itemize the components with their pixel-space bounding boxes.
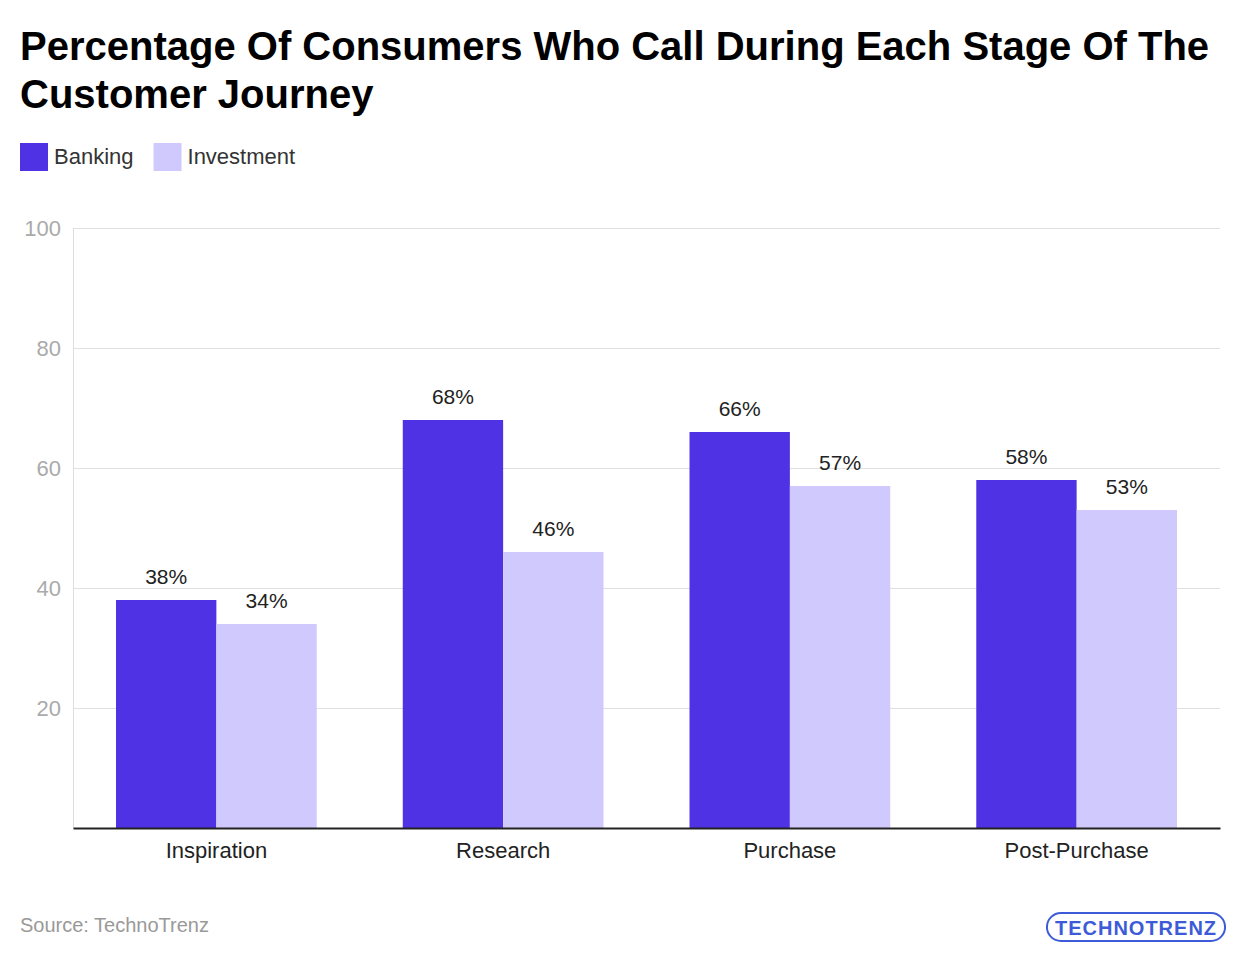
x-tick-label: Post-Purchase xyxy=(1004,838,1148,863)
title-line: Percentage Of Consumers Who Call During … xyxy=(20,24,1209,68)
x-axis-line xyxy=(74,828,1221,830)
y-tick-label: 60 xyxy=(37,456,61,481)
x-tick: Inspiration xyxy=(166,828,268,863)
data-label: 58% xyxy=(1005,445,1047,468)
y-tick-label: 20 xyxy=(37,696,61,721)
chart: Percentage Of Consumers Who Call During … xyxy=(0,0,1240,960)
x-tick: Post-Purchase xyxy=(1004,828,1148,863)
legend-label: Investment xyxy=(188,144,296,169)
data-label: 53% xyxy=(1106,475,1148,498)
bar xyxy=(690,432,790,828)
bar xyxy=(403,420,503,828)
legend-swatch xyxy=(20,143,48,171)
title-line: Customer Journey xyxy=(20,72,374,116)
y-tick-label: 100 xyxy=(24,216,61,241)
x-tick-label: Inspiration xyxy=(166,838,268,863)
data-label: 68% xyxy=(432,385,474,408)
legend-label: Banking xyxy=(54,144,134,169)
brand-frame xyxy=(1047,913,1225,941)
brand: TECHNOTRENZ xyxy=(1055,917,1217,939)
bars xyxy=(116,420,1177,828)
y-tick: 100 xyxy=(24,216,1220,241)
x-tick-label: Purchase xyxy=(743,838,836,863)
bar xyxy=(116,600,216,828)
legend: Banking Investment xyxy=(20,143,295,171)
bar xyxy=(1077,510,1177,828)
bar xyxy=(976,480,1076,828)
bar xyxy=(503,552,603,828)
legend-item: Investment xyxy=(154,143,296,171)
y-axis: 20 40 60 80 100 xyxy=(24,216,1220,829)
x-tick-label: Research xyxy=(456,838,550,863)
x-tick: Research xyxy=(456,828,550,863)
legend-item: Banking xyxy=(20,143,134,171)
data-label: 34% xyxy=(246,589,288,612)
bar xyxy=(790,486,890,828)
grid-line xyxy=(73,228,1220,229)
y-tick: 80 xyxy=(37,336,1220,361)
data-label: 46% xyxy=(532,517,574,540)
y-tick-label: 40 xyxy=(37,576,61,601)
data-labels: 38% 68% 66% 58% 34% 46% 57% 53% xyxy=(145,385,1148,612)
data-label: 57% xyxy=(819,451,861,474)
y-axis-line xyxy=(73,229,74,829)
grid-line xyxy=(73,348,1220,349)
legend-swatch xyxy=(154,143,182,171)
data-label: 66% xyxy=(719,397,761,420)
source: Source: TechnoTrenz xyxy=(20,914,209,936)
x-tick: Purchase xyxy=(743,828,836,863)
x-axis: Inspiration Research Purchase Post-Purchase xyxy=(74,828,1221,863)
brand-logo: TECHNOTRENZ xyxy=(1047,913,1225,941)
y-tick-label: 80 xyxy=(37,336,61,361)
data-label: 38% xyxy=(145,565,187,588)
grid-line xyxy=(73,468,1220,469)
title: Percentage Of Consumers Who Call During … xyxy=(20,24,1209,116)
bar xyxy=(216,624,316,828)
